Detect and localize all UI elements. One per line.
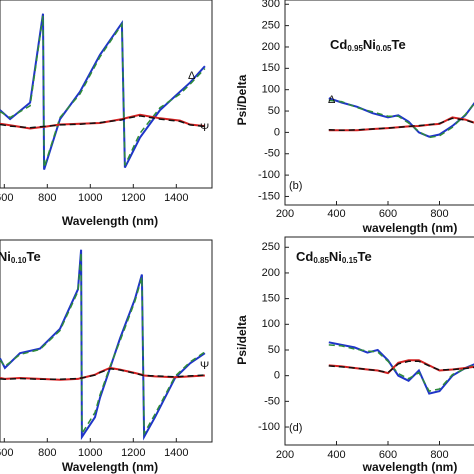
x-tick-label: 600	[0, 192, 13, 204]
y-tick-label: 250	[262, 241, 280, 253]
x-tick-label: 600	[379, 449, 397, 461]
y-tick-label: 0	[274, 370, 280, 382]
x-tick-label: 800	[38, 192, 56, 204]
series-line	[0, 368, 205, 381]
y-tick-label: -100	[258, 421, 280, 433]
series-line	[328, 360, 474, 374]
x-tick-label: 1000	[78, 192, 102, 204]
y-tick-label: 250	[262, 20, 280, 32]
y-tick-label: 200	[262, 267, 280, 279]
series-line	[328, 117, 474, 132]
plot-frame	[0, 0, 213, 189]
series-line	[328, 344, 474, 392]
y-axis-title: Psi/delta	[235, 315, 249, 365]
y-tick-label: 150	[262, 62, 280, 74]
x-axis-title: wavelength (nm)	[362, 460, 458, 474]
y-tick-label: 50	[268, 344, 280, 356]
annotation: (d)	[289, 422, 302, 434]
x-axis-title: Wavelength (nm)	[62, 460, 158, 474]
y-tick-label: -150	[258, 190, 280, 202]
x-tick-label: 1200	[121, 447, 145, 459]
annotation: Δ	[328, 94, 336, 106]
series-line	[328, 99, 474, 139]
y-tick-label: 200	[262, 41, 280, 53]
plot-frame	[284, 0, 474, 206]
panel-title: Cd0.90Ni0.10Te	[0, 249, 41, 265]
panel: 2004006008001000-100-50050100150200250wa…	[235, 236, 474, 474]
plot-frame	[284, 236, 474, 446]
y-tick-label: -50	[264, 395, 280, 407]
panel-title: Cd0.85Ni0.15Te	[296, 249, 372, 265]
series-line	[0, 252, 206, 437]
series-line	[0, 115, 205, 129]
panel: 600 800 1000 1200 1400 Wavelength (nm) Cd0.90N…	[0, 239, 213, 474]
x-tick-label: 1200	[121, 192, 145, 204]
x-axis-title: wavelength (nm)	[362, 221, 458, 235]
x-tick-label: 1400	[164, 447, 188, 459]
x-tick-label: 800	[430, 208, 448, 220]
series-line	[0, 13, 206, 170]
panel: 2004006008001000-150-100-500501001502002…	[235, 0, 474, 235]
x-tick-label: 600	[379, 208, 397, 220]
y-tick-label: 50	[268, 105, 280, 117]
y-tick-label: 100	[262, 318, 280, 330]
x-tick-label: 600	[0, 447, 13, 459]
series-line	[328, 97, 474, 138]
series-line	[0, 249, 206, 441]
x-tick-label: 200	[276, 449, 294, 461]
plot-frame	[0, 239, 213, 443]
annotation: Ψ	[200, 360, 209, 372]
series-line	[0, 15, 206, 168]
annotation: Δ	[188, 70, 196, 82]
x-tick-label: 1000	[78, 447, 102, 459]
y-tick-label: 0	[274, 126, 280, 138]
series-line	[328, 359, 474, 375]
x-tick-label: 400	[327, 449, 345, 461]
x-tick-label: 200	[276, 208, 294, 220]
x-tick-label: 800	[38, 447, 56, 459]
y-tick-label: 150	[262, 293, 280, 305]
y-tick-label: 100	[262, 84, 280, 96]
panel: 600 800 1000 1200 1400 Wavelength (nm) Δ Ψ	[0, 0, 213, 228]
y-tick-label: -100	[258, 169, 280, 181]
annotation: (b)	[289, 180, 302, 192]
y-tick-label: 300	[262, 0, 280, 10]
y-axis-title: Psi/Delta	[235, 74, 249, 125]
series-line	[0, 366, 205, 381]
y-tick-label: -50	[264, 148, 280, 160]
series-line	[328, 116, 474, 132]
x-tick-label: 400	[327, 208, 345, 220]
panel-title: Cd0.95Ni0.05Te	[330, 37, 406, 53]
x-tick-label: 800	[430, 449, 448, 461]
x-axis-title: Wavelength (nm)	[62, 214, 158, 228]
x-tick-label: 1400	[164, 192, 188, 204]
annotation: Ψ	[200, 122, 209, 134]
